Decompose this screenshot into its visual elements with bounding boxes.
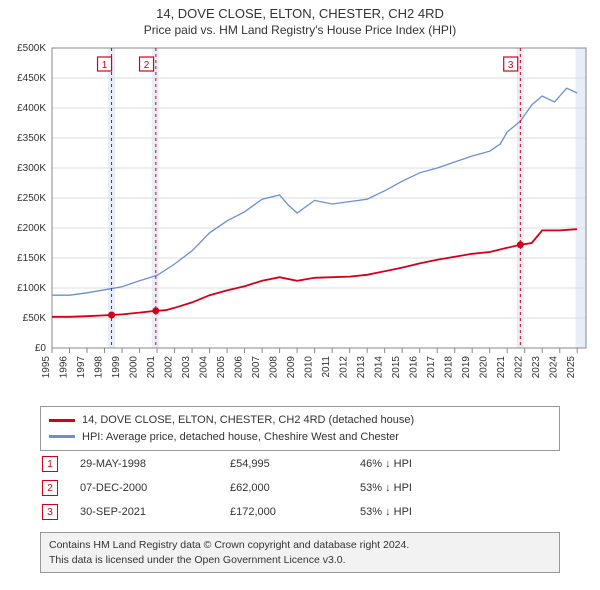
legend-box: 14, DOVE CLOSE, ELTON, CHESTER, CH2 4RD …	[40, 406, 560, 451]
svg-text:£400K: £400K	[17, 103, 46, 114]
svg-text:2: 2	[144, 60, 150, 71]
svg-text:£350K: £350K	[17, 133, 46, 144]
legend-label: HPI: Average price, detached house, Ches…	[82, 429, 399, 446]
svg-text:1995: 1995	[41, 356, 52, 379]
svg-text:2002: 2002	[164, 356, 175, 379]
footer-attribution: Contains HM Land Registry data © Crown c…	[40, 532, 560, 573]
page-title: 14, DOVE CLOSE, ELTON, CHESTER, CH2 4RD	[0, 0, 600, 21]
svg-text:2004: 2004	[199, 356, 210, 379]
svg-text:1996: 1996	[59, 356, 70, 379]
event-marker: 2	[42, 480, 58, 496]
svg-text:3: 3	[508, 60, 514, 71]
event-row: 1 29-MAY-1998£54,99546% ↓ HPI	[40, 452, 560, 476]
svg-text:2022: 2022	[514, 356, 525, 379]
footer-line2: This data is licensed under the Open Gov…	[49, 553, 551, 568]
svg-text:£250K: £250K	[17, 193, 46, 204]
svg-text:2014: 2014	[374, 356, 385, 379]
svg-text:£200K: £200K	[17, 223, 46, 234]
svg-text:1998: 1998	[94, 356, 105, 379]
event-pct: 46% ↓ HPI	[360, 458, 412, 470]
legend-swatch	[49, 419, 75, 422]
legend-swatch	[49, 435, 75, 438]
svg-text:2011: 2011	[321, 356, 332, 378]
svg-text:£500K: £500K	[17, 44, 46, 54]
event-pct: 53% ↓ HPI	[360, 482, 412, 494]
event-marker: 3	[42, 504, 58, 520]
svg-text:2025: 2025	[566, 356, 577, 379]
svg-text:2000: 2000	[129, 356, 140, 379]
svg-text:2003: 2003	[181, 356, 192, 379]
svg-text:2018: 2018	[444, 356, 455, 379]
event-pct: 53% ↓ HPI	[360, 506, 412, 518]
events-table: 1 29-MAY-1998£54,99546% ↓ HPI 2 07-DEC-2000…	[40, 452, 560, 524]
svg-text:2024: 2024	[549, 356, 560, 379]
svg-text:2005: 2005	[216, 356, 227, 379]
svg-text:2007: 2007	[251, 356, 262, 379]
event-price: £172,000	[230, 506, 360, 518]
svg-text:1999: 1999	[111, 356, 122, 379]
legend-label: 14, DOVE CLOSE, ELTON, CHESTER, CH2 4RD …	[82, 412, 414, 429]
svg-text:2015: 2015	[391, 356, 402, 379]
svg-text:2019: 2019	[461, 356, 472, 379]
svg-text:2023: 2023	[531, 356, 542, 379]
svg-text:2012: 2012	[339, 356, 350, 379]
svg-text:£150K: £150K	[17, 253, 46, 264]
svg-text:2006: 2006	[234, 356, 245, 379]
svg-text:2009: 2009	[286, 356, 297, 379]
svg-text:2021: 2021	[496, 356, 507, 379]
event-marker: 1	[42, 456, 58, 472]
svg-text:£100K: £100K	[17, 283, 46, 294]
event-date: 30-SEP-2021	[80, 506, 230, 518]
event-row: 2 07-DEC-2000£62,00053% ↓ HPI	[40, 476, 560, 500]
svg-text:2010: 2010	[304, 356, 315, 379]
footer-line1: Contains HM Land Registry data © Crown c…	[49, 538, 551, 553]
svg-text:£0: £0	[35, 343, 47, 354]
page-subtitle: Price paid vs. HM Land Registry's House …	[0, 21, 600, 41]
event-row: 3 30-SEP-2021£172,00053% ↓ HPI	[40, 500, 560, 524]
svg-text:£50K: £50K	[23, 313, 47, 324]
svg-text:2020: 2020	[479, 356, 490, 379]
event-price: £62,000	[230, 482, 360, 494]
svg-text:1: 1	[102, 60, 108, 71]
svg-text:2013: 2013	[356, 356, 367, 379]
svg-text:2016: 2016	[409, 356, 420, 379]
event-date: 29-MAY-1998	[80, 458, 230, 470]
legend-row: 14, DOVE CLOSE, ELTON, CHESTER, CH2 4RD …	[49, 412, 551, 429]
event-date: 07-DEC-2000	[80, 482, 230, 494]
event-price: £54,995	[230, 458, 360, 470]
svg-text:£450K: £450K	[17, 73, 46, 84]
svg-text:2001: 2001	[146, 356, 157, 379]
svg-text:2017: 2017	[426, 356, 437, 379]
svg-text:£300K: £300K	[17, 163, 46, 174]
svg-text:1997: 1997	[76, 356, 87, 379]
legend-row: HPI: Average price, detached house, Ches…	[49, 429, 551, 446]
price-chart: £0 £50K £100K £150K £200K £250K £300K £350K £400…	[0, 44, 600, 394]
svg-text:2008: 2008	[269, 356, 280, 379]
